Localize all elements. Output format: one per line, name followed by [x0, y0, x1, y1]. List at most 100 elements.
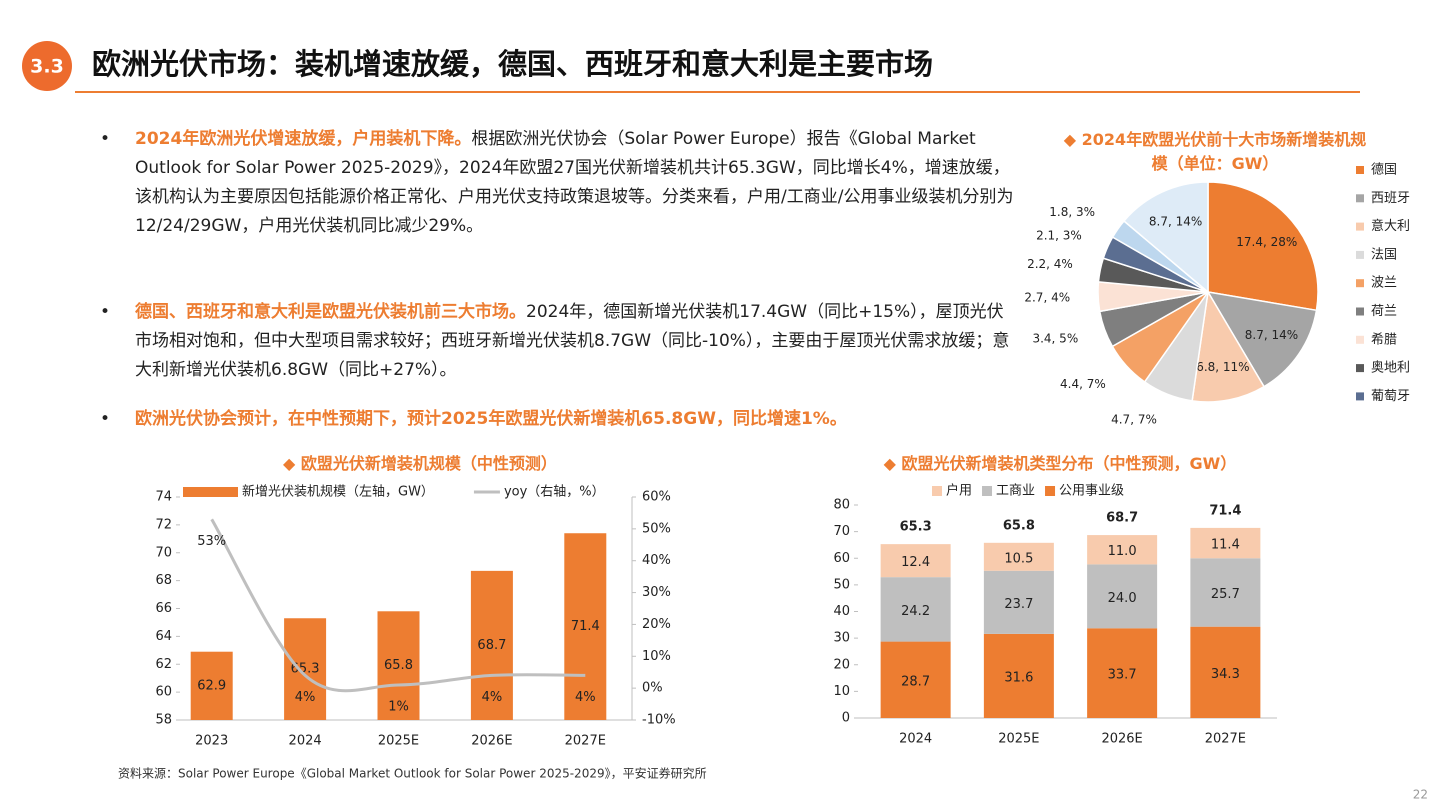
- bullet-lead: 德国、西班牙和意大利是欧盟光伏装机前三大市场。: [135, 302, 526, 322]
- bar-segment: [1190, 558, 1261, 627]
- legend-swatch: [1356, 335, 1364, 344]
- legend-swatch: [932, 486, 942, 496]
- data-label: 31.6: [1004, 670, 1033, 685]
- pie-slice: [1122, 181, 1209, 294]
- legend-label: 波兰: [1371, 276, 1397, 291]
- total-label: 71.4: [1209, 503, 1241, 518]
- data-label: 65.3: [291, 662, 320, 677]
- y-tick-label: 62: [155, 657, 172, 672]
- legend-label: 希腊: [1371, 332, 1397, 347]
- data-label: 65.8: [384, 658, 413, 673]
- legend-swatch: [1356, 222, 1364, 231]
- y-tick-label: 70: [155, 545, 172, 560]
- data-label: 4%: [482, 690, 503, 705]
- bullet: 德国、西班牙和意大利是欧盟光伏装机前三大市场。2024年，德国新增光伏装机17.…: [100, 298, 1020, 385]
- y-tick-label: 50: [833, 577, 850, 592]
- x-tick-label: 2026E: [1101, 732, 1142, 747]
- y-tick-label: 66: [155, 601, 172, 616]
- data-label: 2.2, 4%: [1027, 257, 1073, 271]
- bar: [564, 533, 607, 720]
- bar-segment: [983, 633, 1054, 718]
- y-tick-label: 72: [155, 517, 172, 532]
- y2-tick-label: 50%: [642, 521, 671, 536]
- total-label: 68.7: [1106, 511, 1138, 526]
- legend-swatch: [1356, 250, 1364, 259]
- chart-title-text: 欧盟光伏新增装机规模（中性预测）: [300, 454, 557, 473]
- y-tick-label: 20: [833, 657, 850, 672]
- y2-tick-label: 30%: [642, 585, 671, 600]
- data-label: 2.1, 3%: [1036, 229, 1082, 243]
- bar: [284, 618, 327, 720]
- legend-swatch: [1356, 279, 1364, 288]
- data-label: 4%: [295, 690, 316, 705]
- bullet-lead: 2024年欧洲光伏增速放缓，户用装机下降。: [135, 129, 472, 149]
- legend-label: yoy（右轴，%）: [504, 485, 605, 500]
- x-tick-label: 2026E: [471, 734, 512, 749]
- y2-tick-label: 20%: [642, 617, 671, 632]
- data-label: 1.8, 3%: [1049, 205, 1095, 219]
- chart-title: ◆ 欧盟光伏新增装机规模（中性预测）: [283, 454, 557, 473]
- pie-slice: [1191, 289, 1266, 403]
- bar-segment: [983, 542, 1054, 571]
- data-label: 28.7: [901, 674, 930, 689]
- pie-slice: [1207, 181, 1319, 312]
- y-tick-label: 58: [155, 713, 172, 728]
- total-label: 65.3: [900, 520, 932, 535]
- bar-segment: [880, 577, 951, 642]
- data-label: 11.0: [1108, 544, 1137, 559]
- bar-segment: [880, 641, 951, 718]
- bar-segment: [1087, 564, 1158, 629]
- line: [210, 518, 586, 693]
- x-tick-label: 2025E: [378, 734, 419, 749]
- data-label: 4.7, 7%: [1111, 413, 1157, 427]
- slide-title: 欧洲光伏市场：装机增速放缓，德国、西班牙和意大利是主要市场: [92, 47, 933, 81]
- y-tick-label: 80: [833, 498, 850, 513]
- data-label: 10.5: [1004, 551, 1033, 566]
- data-label: 17.4, 28%: [1236, 235, 1297, 249]
- bullet-lead: 欧洲光伏协会预计，在中性预期下，预计2025年欧盟光伏新增装机65.8GW，同比…: [135, 409, 847, 429]
- y-tick-label: 30: [833, 631, 850, 646]
- data-label: 34.3: [1211, 667, 1240, 682]
- pie-slice: [1206, 290, 1318, 388]
- badge: [22, 41, 72, 91]
- bar-segment: [1087, 628, 1158, 718]
- data-label: 25.7: [1211, 587, 1240, 602]
- y2-tick-label: 40%: [642, 553, 671, 568]
- y-tick-label: 40: [833, 604, 850, 619]
- chart-title: ◆ 2024年欧盟光伏前十大市场新增装机规模（单位：GW）: [1063, 130, 1367, 173]
- legend-swatch: [1356, 364, 1364, 373]
- total-label: 65.8: [1003, 518, 1035, 533]
- data-label: 53%: [197, 534, 226, 549]
- bullet: 2024年欧洲光伏增速放缓，户用装机下降。根据欧洲光伏协会（Solar Powe…: [100, 125, 1020, 241]
- y2-tick-label: 10%: [642, 649, 671, 664]
- bar-segment: [880, 544, 951, 578]
- y-tick-label: 10: [833, 684, 850, 699]
- bar-segment: [1190, 626, 1261, 718]
- data-label: 24.2: [901, 604, 930, 619]
- bar: [470, 570, 513, 720]
- data-label: 8.7, 14%: [1149, 215, 1202, 229]
- y-tick-label: 60: [155, 685, 172, 700]
- legend-label: 奥地利: [1371, 361, 1410, 376]
- data-label: 4.4, 7%: [1060, 377, 1106, 391]
- data-label: 3.4, 5%: [1032, 331, 1078, 345]
- y2-tick-label: 60%: [642, 490, 671, 505]
- data-label: 71.4: [571, 619, 600, 634]
- bullet: 欧洲光伏协会预计，在中性预期下，预计2025年欧盟光伏新增装机65.8GW，同比…: [100, 405, 1020, 434]
- x-tick-label: 2024: [899, 732, 932, 747]
- x-tick-label: 2027E: [1205, 732, 1246, 747]
- legend-swatch: [1356, 392, 1364, 401]
- y-tick-label: 70: [833, 524, 850, 539]
- bar-segment: [1087, 535, 1158, 565]
- bar: [377, 611, 420, 720]
- legend-swatch: [982, 486, 993, 496]
- y-tick-label: 74: [155, 490, 172, 505]
- legend-label: 葡萄牙: [1371, 389, 1410, 404]
- y-tick-label: 64: [155, 629, 172, 644]
- badge-text: 3.3: [30, 56, 64, 78]
- legend-swatch: [1356, 166, 1364, 174]
- legend-label: 新增光伏装机规模（左轴，GW）: [242, 484, 434, 500]
- bullet-text: 根据欧洲光伏协会（Solar Power Europe）报告《Global Ma…: [135, 129, 1014, 236]
- data-label: 1%: [388, 699, 409, 714]
